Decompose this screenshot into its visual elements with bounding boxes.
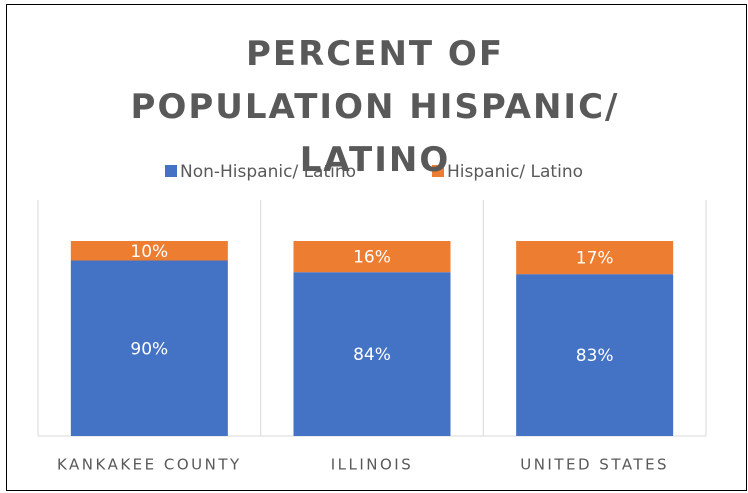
legend-label: Hispanic/ Latino <box>447 162 583 182</box>
legend-label: Non-Hispanic/ Latino <box>180 162 356 182</box>
x-tick-label: KANKAKEE COUNTY <box>57 456 242 474</box>
value-label: 84% <box>353 345 391 365</box>
value-label: 90% <box>130 339 168 359</box>
x-tick-label: ILLINOIS <box>331 456 414 474</box>
value-label: 83% <box>576 346 614 366</box>
x-tick-label: UNITED STATES <box>520 456 669 474</box>
bar-segment <box>516 274 674 436</box>
bar-segment <box>516 241 674 275</box>
legend-swatch <box>432 165 444 177</box>
value-label: 10% <box>130 242 168 262</box>
bar-segment <box>70 260 228 436</box>
bar-segment <box>293 241 451 273</box>
legend-swatch <box>165 165 177 177</box>
chart-title: PERCENT OF POPULATION HISPANIC/ LATINO <box>130 34 620 180</box>
bar-segment <box>70 241 228 261</box>
bar-segment <box>293 272 451 436</box>
value-label: 17% <box>576 249 614 269</box>
value-label: 16% <box>353 248 391 268</box>
